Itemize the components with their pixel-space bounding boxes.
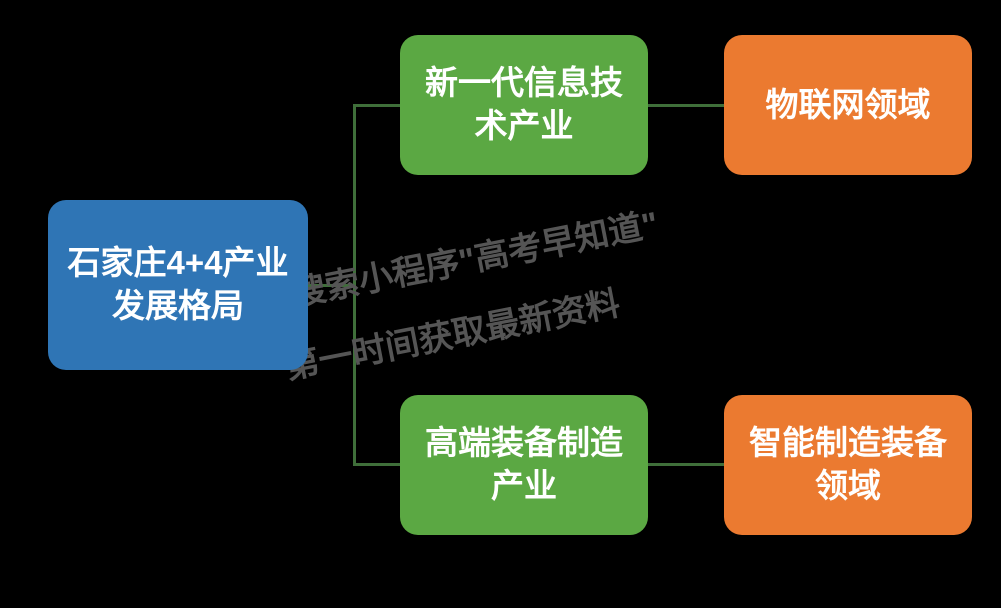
- watermark-line2: 第一时间获取最新资料: [280, 276, 623, 389]
- node-leaf1-label: 物联网领域: [766, 84, 931, 127]
- node-leaf2: 智能制造装备领域: [724, 395, 972, 535]
- connector-vertical: [353, 104, 356, 466]
- connector-mid2-leaf2: [648, 463, 724, 466]
- node-leaf1: 物联网领域: [724, 35, 972, 175]
- node-root: 石家庄4+4产业发展格局: [48, 200, 308, 370]
- node-mid1: 新一代信息技术产业: [400, 35, 648, 175]
- connector-to-mid1: [353, 104, 400, 107]
- node-leaf2-label: 智能制造装备领域: [738, 422, 958, 508]
- connector-root-stub: [308, 284, 353, 287]
- node-mid1-label: 新一代信息技术产业: [414, 62, 634, 148]
- connector-mid1-leaf1: [648, 104, 724, 107]
- node-mid2: 高端装备制造产业: [400, 395, 648, 535]
- node-root-label: 石家庄4+4产业发展格局: [62, 242, 294, 328]
- node-mid2-label: 高端装备制造产业: [414, 422, 634, 508]
- connector-to-mid2: [353, 463, 400, 466]
